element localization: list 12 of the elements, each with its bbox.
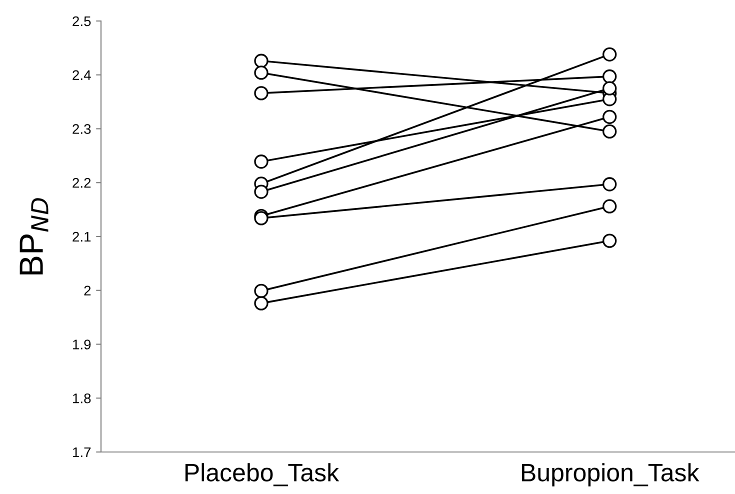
y-axis-title: BP$_{ND}$ [20,198,48,274]
y-tick-label: 2.4 [72,70,91,80]
y-tick-label: 2.3 [72,124,91,134]
y-tick-label: 2.1 [72,232,91,242]
y-tick-label: 2.5 [72,16,91,26]
x-tick-label: Bupropion_Task [522,463,700,486]
y-tick-label: 1.7 [73,447,91,458]
x-tick-label: Placebo_Task [185,463,340,486]
y-tick-label: 2.2 [72,178,91,188]
y-tick-label: 1.9 [73,340,91,350]
y-tick-label: 1.8 [73,393,91,404]
y-tick-label: 2 [84,286,91,296]
